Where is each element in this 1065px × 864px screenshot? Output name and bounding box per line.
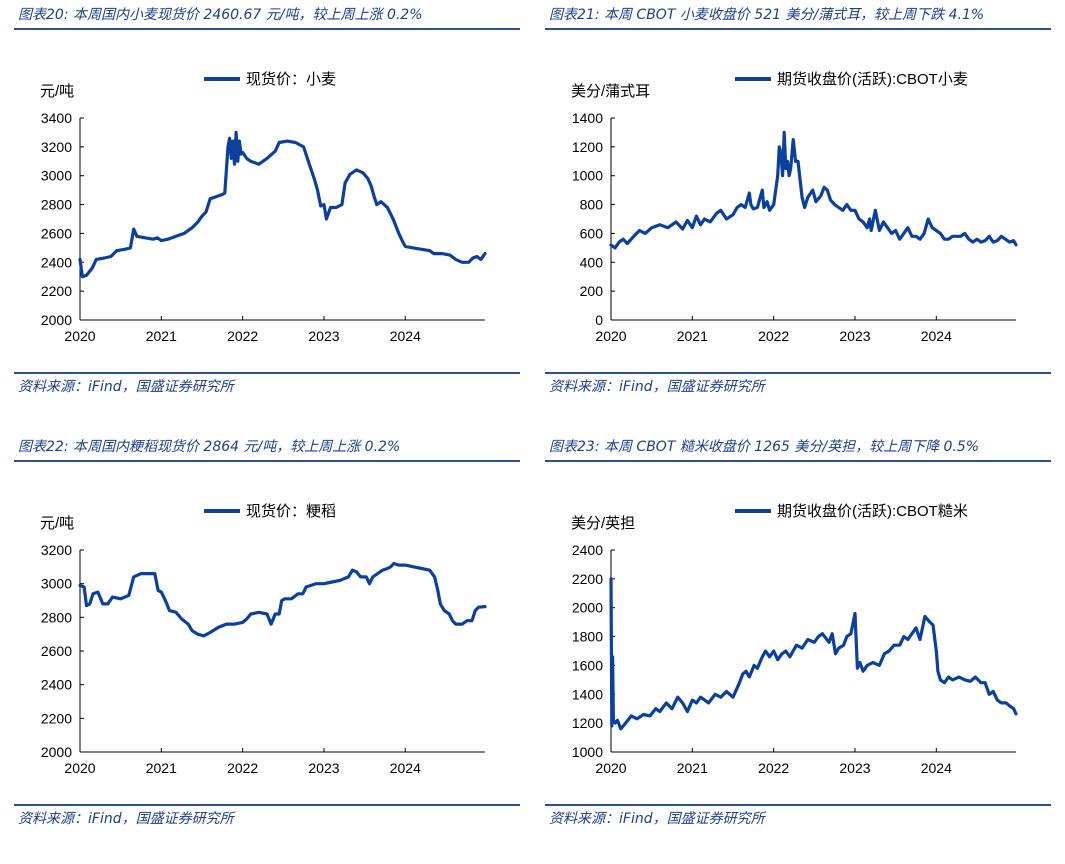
x-tick-label: 2021 [146, 328, 177, 344]
y-tick-label: 2200 [41, 710, 72, 726]
y-tick-label: 2000 [572, 600, 603, 616]
legend-label: 期货收盘价(活跃):CBOT小麦 [777, 70, 968, 88]
line-chart: 2000 2200 2400 2600 2800 3000 3200 3400 2020 2021… [40, 71, 487, 344]
x-tick-label: 2023 [839, 328, 870, 344]
x-tick-label: 2024 [390, 760, 421, 776]
x-tick-label: 2020 [595, 760, 626, 776]
panel-title: 图表22: 本周国内粳稻现货价 2864 元/吨，较上周上涨 0.2% [18, 439, 401, 455]
y-tick-label: 3000 [41, 168, 72, 184]
title-rule [14, 460, 520, 462]
x-tick-label: 2024 [390, 328, 421, 344]
source-note: 资料来源：iFind，国盛证券研究所 [549, 379, 765, 395]
series-line [78, 561, 487, 638]
x-tick-label: 2022 [758, 760, 789, 776]
y-axis-unit-label: 美分/蒲式耳 [571, 83, 650, 100]
legend-label: 现货价：粳稻 [246, 503, 336, 520]
line-chart: 0 200 400 600 800 1000 1200 1400 2020 2021 2022 202… [571, 70, 1018, 344]
y-tick-label: 2200 [572, 571, 603, 587]
chart-panel-japonica-spot: 图表22: 本周国内粳稻现货价 2864 元/吨，较上周上涨 0.2% 2000… [14, 432, 520, 857]
x-tick-label: 2020 [595, 328, 626, 344]
y-tick-label: 600 [580, 225, 604, 241]
y-tick-label: 1400 [572, 110, 603, 126]
y-tick-label: 1200 [572, 139, 603, 155]
y-tick-label: 3000 [41, 576, 72, 592]
y-tick-label: 1000 [572, 744, 603, 760]
x-tick-label: 2020 [64, 760, 95, 776]
y-tick-label: 1200 [572, 715, 603, 731]
x-tick-label: 2023 [308, 328, 339, 344]
y-tick-label: 2400 [41, 254, 72, 270]
title-rule [14, 28, 520, 30]
y-tick-label: 3200 [41, 542, 72, 558]
y-tick-label: 2000 [41, 744, 72, 760]
y-axis-unit-label: 元/吨 [40, 83, 74, 100]
y-axis-unit-label: 元/吨 [40, 515, 74, 532]
line-chart: 2000 2200 2400 2600 2800 3000 3200 2020 2021 2022… [40, 503, 487, 776]
y-tick-label: 800 [580, 197, 604, 213]
y-tick-label: 2200 [41, 283, 72, 299]
source-note: 资料来源：iFind，国盛证券研究所 [549, 811, 765, 827]
x-tick-label: 2020 [64, 328, 95, 344]
y-tick-label: 2600 [41, 225, 72, 241]
y-tick-label: 1000 [572, 168, 603, 184]
series-line [78, 130, 487, 279]
y-tick-label: 3200 [41, 139, 72, 155]
y-axis-unit-label: 美分/英担 [571, 514, 635, 532]
y-tick-label: 3400 [41, 110, 72, 126]
y-tick-label: 2600 [41, 643, 72, 659]
title-rule [545, 28, 1051, 30]
x-tick-label: 2022 [227, 328, 258, 344]
line-chart: 1000 1200 1400 1600 1800 2000 2200 2400 2020 2021… [571, 502, 1018, 776]
source-note: 资料来源：iFind，国盛证券研究所 [18, 379, 234, 395]
legend-label: 现货价：小麦 [246, 71, 336, 88]
y-tick-label: 2400 [41, 677, 72, 693]
x-tick-label: 2023 [308, 760, 339, 776]
y-tick-label: 0 [595, 312, 603, 328]
source-rule [14, 804, 520, 806]
source-rule [545, 372, 1051, 374]
source-note: 资料来源：iFind，国盛证券研究所 [18, 811, 234, 827]
chart-panel-wheat-spot: 图表20: 本周国内小麦现货价 2460.67 元/吨，较上周上涨 0.2% 2… [14, 0, 520, 425]
y-tick-label: 2000 [41, 312, 72, 328]
y-tick-label: 1400 [572, 686, 603, 702]
series-line [609, 130, 1018, 250]
legend-label: 期货收盘价(活跃):CBOT糙米 [777, 502, 968, 520]
y-tick-label: 2800 [41, 609, 72, 625]
chart-panel-cbot-rough-rice: 图表23: 本周 CBOT 糙米收盘价 1265 美分/英担，较上周下降 0.5… [545, 432, 1051, 857]
source-rule [545, 804, 1051, 806]
series-line [609, 577, 1018, 731]
x-tick-label: 2024 [921, 328, 952, 344]
x-tick-label: 2022 [758, 328, 789, 344]
y-tick-label: 200 [580, 283, 604, 299]
panel-title: 图表20: 本周国内小麦现货价 2460.67 元/吨，较上周上涨 0.2% [18, 7, 423, 23]
panel-title: 图表23: 本周 CBOT 糙米收盘价 1265 美分/英担，较上周下降 0.5… [549, 439, 980, 455]
x-tick-label: 2021 [677, 760, 708, 776]
x-tick-label: 2023 [839, 760, 870, 776]
x-tick-label: 2024 [921, 760, 952, 776]
x-tick-label: 2022 [227, 760, 258, 776]
chart-panel-cbot-wheat: 图表21: 本周 CBOT 小麦收盘价 521 美分/蒲式耳，较上周下跌 4.1… [545, 0, 1051, 425]
y-tick-label: 1800 [572, 629, 603, 645]
title-rule [545, 460, 1051, 462]
x-tick-label: 2021 [677, 328, 708, 344]
x-tick-label: 2021 [146, 760, 177, 776]
y-tick-label: 2800 [41, 197, 72, 213]
panel-title: 图表21: 本周 CBOT 小麦收盘价 521 美分/蒲式耳，较上周下跌 4.1… [549, 7, 985, 23]
y-tick-label: 1600 [572, 657, 603, 673]
y-tick-label: 400 [580, 254, 604, 270]
source-rule [14, 372, 520, 374]
y-tick-label: 2400 [572, 542, 603, 558]
